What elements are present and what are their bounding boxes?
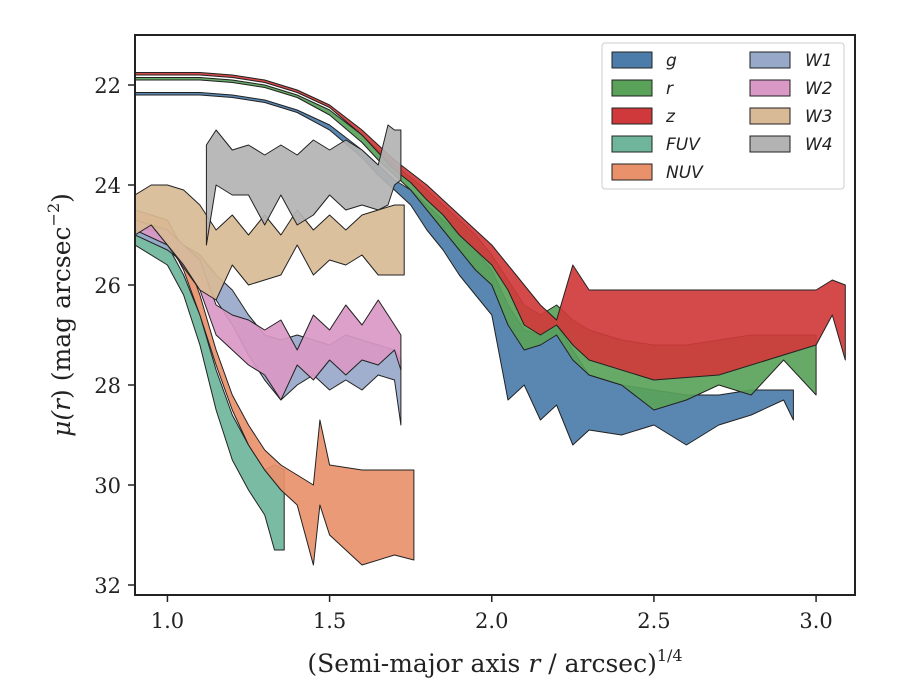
legend-label-r: r — [666, 79, 674, 99]
x-axis-label: (Semi-major axis r / arcsec)1/4 — [307, 646, 682, 678]
y-tick-label: 30 — [94, 474, 121, 498]
x-tick-label: 1.0 — [151, 609, 184, 633]
y-tick-label: 24 — [94, 174, 121, 198]
x-tick-label: 3.0 — [799, 609, 832, 633]
x-tick-label: 2.5 — [637, 609, 670, 633]
y-axis: 22 24 26 28 30 32 — [94, 74, 135, 598]
x-axis: 1.0 1.5 2.0 2.5 3.0 — [151, 595, 833, 633]
legend-swatch-fuv — [611, 135, 653, 153]
legend-label-z: z — [665, 107, 676, 127]
y-tick-label: 32 — [94, 574, 121, 598]
legend-label-fuv: FUV — [666, 135, 701, 155]
legend-swatch-w1 — [749, 51, 791, 69]
y-tick-label: 28 — [94, 374, 121, 398]
series-band-w4 — [205, 124, 402, 246]
legend-label-w1: W1 — [805, 51, 833, 71]
y-tick-label: 26 — [94, 274, 121, 298]
series-band-fuv — [135, 229, 285, 551]
x-tick-label: 1.5 — [313, 609, 346, 633]
legend-swatch-nuv — [611, 163, 653, 181]
legend-label-w4: W4 — [805, 135, 833, 155]
legend-label-g: g — [666, 51, 677, 71]
legend-swatch-w3 — [749, 107, 791, 125]
legend-swatch-g — [611, 51, 653, 69]
series-layer — [135, 72, 846, 566]
legend: grz FUV NUV W1 W2 W3 W4 — [601, 42, 845, 190]
legend-label-w2: W2 — [805, 79, 833, 99]
y-axis-label: μ(r) (mag arcsec−2) — [44, 193, 76, 437]
legend-label-nuv: NUV — [666, 163, 704, 183]
plot-frame — [134, 34, 856, 596]
x-tick-label: 2.0 — [475, 609, 508, 633]
legend-swatch-z — [611, 107, 653, 125]
legend-label-w3: W3 — [805, 107, 833, 127]
legend-swatch-w2 — [749, 79, 791, 97]
legend-swatch-w4 — [749, 135, 791, 153]
y-tick-label: 22 — [94, 74, 121, 98]
series-band-w3 — [135, 184, 405, 301]
series-band-nuv — [135, 209, 415, 566]
legend-swatch-r — [611, 79, 653, 97]
